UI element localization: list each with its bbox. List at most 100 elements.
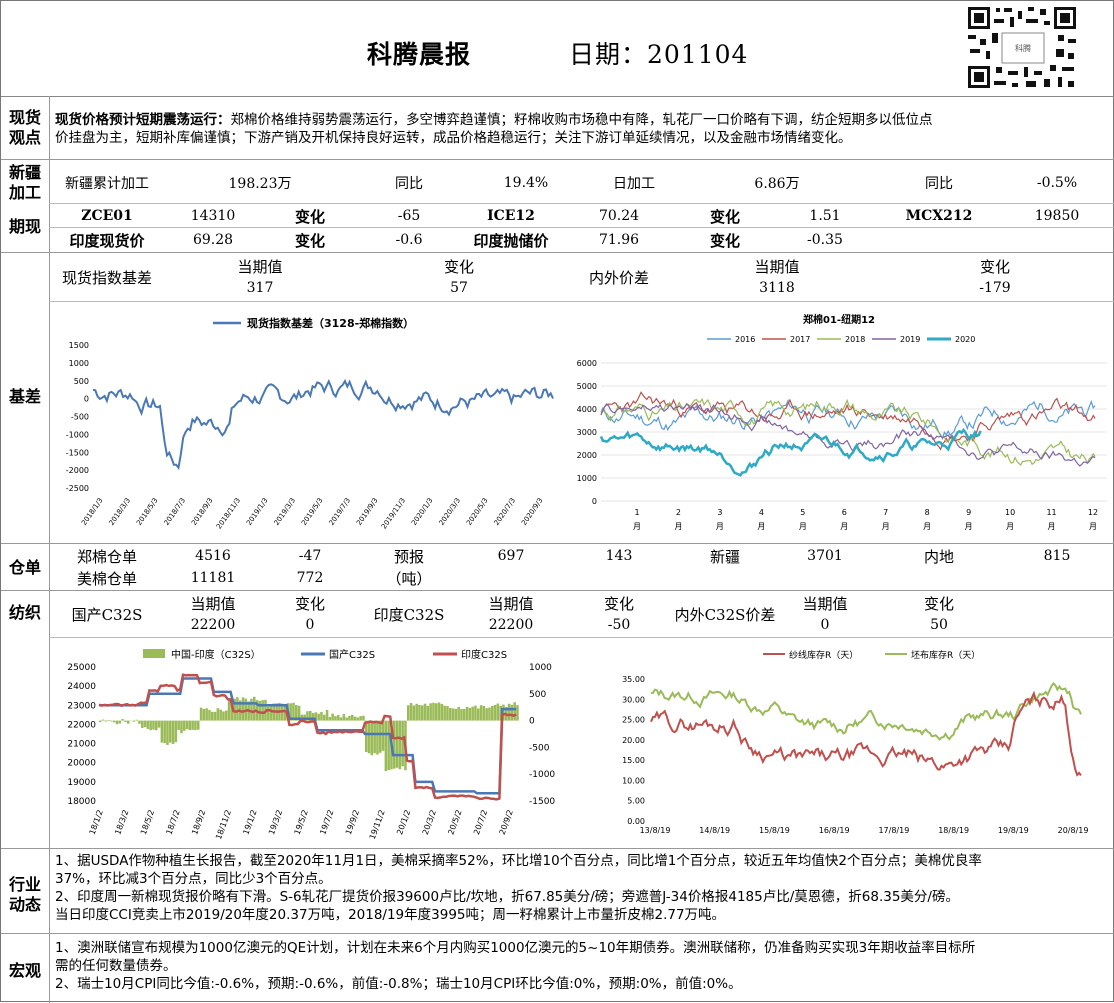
basis-xtick: 2018/1/3 xyxy=(80,497,105,527)
c32s-diff-bar xyxy=(387,721,390,771)
c32s-diff-bar xyxy=(399,721,402,770)
c32s-diff-bar xyxy=(488,708,491,721)
c32s-diff-bar xyxy=(345,717,348,720)
c32s-diff-bar xyxy=(197,721,200,730)
fut-r2-c4: -0.6 xyxy=(357,229,461,251)
wh-r1-c2: 4516 xyxy=(163,546,263,566)
c32s-diff-bar xyxy=(455,709,458,721)
zz-xtick-num: 6 xyxy=(842,508,847,517)
section-label-futures: 期现 xyxy=(1,215,49,239)
zz-series-2017 xyxy=(601,392,1095,449)
wh-r1-c3: -47 xyxy=(263,546,357,566)
tx-h3: 当期值 xyxy=(461,593,561,613)
c32s-diff-bar xyxy=(149,721,152,731)
date-label-text: 日期： xyxy=(569,40,647,69)
basis-xtick: 2018/7/3 xyxy=(163,497,188,527)
c32s-diff-bar xyxy=(183,721,186,731)
section-label-basis: 基差 xyxy=(1,385,49,409)
basis-xtick: 2018/3/3 xyxy=(108,497,133,527)
xj-daily-label: 日加工 xyxy=(591,171,677,195)
wh-r1-c10: 815 xyxy=(1001,546,1113,566)
c32s-diff-bar xyxy=(121,719,124,721)
c32s-ytick-left: 22000 xyxy=(67,720,96,730)
c32s-diff-bar xyxy=(186,721,189,730)
yarn-inventory-line xyxy=(651,693,1081,775)
fut-r2-c8: -0.35 xyxy=(773,229,877,251)
c32s-diff-bar xyxy=(163,721,166,744)
c32s-diff-bar xyxy=(393,721,396,769)
zz-legend-label: 2019 xyxy=(900,335,920,344)
c32s-diff-bar xyxy=(152,721,155,730)
zz-xtick-num: 10 xyxy=(1005,508,1015,517)
c32s-diff-bar xyxy=(203,709,206,721)
fut-r2-c7: 变化 xyxy=(677,229,773,251)
tx-v4: -50 xyxy=(561,615,677,635)
fut-r1-c4: -65 xyxy=(357,205,461,227)
zz-ytick: 2000 xyxy=(577,451,597,460)
c32s-diff-bar xyxy=(480,705,483,720)
basis-v1: 317 xyxy=(163,277,357,299)
c32s-diff-bar xyxy=(382,721,385,751)
wh-r1-c1: 郑棉仓单 xyxy=(51,546,163,566)
c32s-xtick: 20/3/2 xyxy=(421,809,438,836)
c32s-diff-bar xyxy=(205,708,208,720)
wh-r2-c3: 772 xyxy=(263,568,357,588)
macro-news: 1、澳洲联储宣布规模为1000亿澳元的QE计划，计划在未来6个月内购买1000亿… xyxy=(55,939,1113,993)
c32s-diff-bar xyxy=(161,721,164,743)
fut-r1-c8: 1.51 xyxy=(773,205,877,227)
inv-xtick: 13/8/19 xyxy=(640,826,671,835)
macro-line-3: 2、瑞士10月CPI同比今值:-0.6%，预期:-0.6%，前值:-0.8%；瑞… xyxy=(55,975,1113,993)
c32s-diff-bar xyxy=(107,720,110,721)
c32s-diff-bar xyxy=(219,710,222,721)
c32s-diff-bar xyxy=(477,708,480,720)
c32s-diff-bar xyxy=(211,712,214,721)
basis-xtick: 2019/1/3 xyxy=(245,497,270,527)
c32s-diff-bar xyxy=(334,716,337,720)
c32s-diff-bar xyxy=(497,704,500,721)
basis-v2: 57 xyxy=(357,277,561,299)
basis-series-line xyxy=(93,381,553,468)
c32s-diff-bar xyxy=(471,707,474,721)
zz-legend-label: 2018 xyxy=(845,335,865,344)
c32s-diff-bar xyxy=(385,721,388,772)
c32s-diff-bar xyxy=(418,705,421,721)
c32s-diff-bar xyxy=(368,721,371,754)
c32s-legend-label: 印度C32S xyxy=(461,648,507,661)
c32s-ytick-left: 24000 xyxy=(67,682,96,692)
c32s-diff-bar xyxy=(410,703,413,721)
c32s-diff-bar xyxy=(270,707,273,721)
inv-ytick: 0.00 xyxy=(627,817,645,826)
section-label-industry: 行业 动态 xyxy=(1,873,49,917)
section-label-warehouse: 仓单 xyxy=(1,556,49,580)
c32s-diff-bar xyxy=(147,721,150,729)
report-title: 科腾晨报 xyxy=(367,35,471,71)
c32s-diff-bar xyxy=(401,721,404,767)
zz-ytick: 5000 xyxy=(577,382,597,391)
c32s-diff-bar xyxy=(421,705,424,720)
c32s-xtick: 20/1/2 xyxy=(395,809,412,836)
industry-line-3: 2、印度周一新棉现货报价略有下滑。S-6轧花厂提货价报39600卢比/坎地，折6… xyxy=(55,888,1113,906)
basis-xtick: 2020/1/3 xyxy=(410,497,435,527)
zz-xtick-num: 9 xyxy=(966,508,971,517)
c32s-diff-bar xyxy=(214,712,217,721)
c32s-xtick: 18/3/2 xyxy=(113,809,130,836)
zz-xtick-num: 5 xyxy=(800,508,805,517)
c32s-diff-bar xyxy=(113,721,116,723)
c32s-diff-bar xyxy=(457,707,460,721)
c32s-diff-bar xyxy=(323,715,326,721)
c32s-diff-bar xyxy=(259,701,262,721)
zz-xtick-unit: 月 xyxy=(1089,522,1097,531)
fut-r1-c1: ZCE01 xyxy=(51,205,163,227)
zz-xtick-num: 7 xyxy=(883,508,888,517)
inv-xtick: 16/8/19 xyxy=(819,826,850,835)
macro-line-2: 需的任何数量债券。 xyxy=(55,957,1113,975)
basis-xtick: 2020/5/3 xyxy=(465,497,490,527)
basis-ytick: 1500 xyxy=(69,341,89,350)
basis-xtick: 2020/7/3 xyxy=(493,497,518,527)
fut-r2-c6: 71.96 xyxy=(561,229,677,251)
spot-line-1: 现货价格预计短期震荡运行：郑棉价格维持弱势震荡运行，多空博弈趋谨慎；籽棉收购市场… xyxy=(55,111,1113,129)
c32s-xtick: 18/11/2 xyxy=(214,809,233,841)
basis-xtick: 2020/3/3 xyxy=(438,497,463,527)
